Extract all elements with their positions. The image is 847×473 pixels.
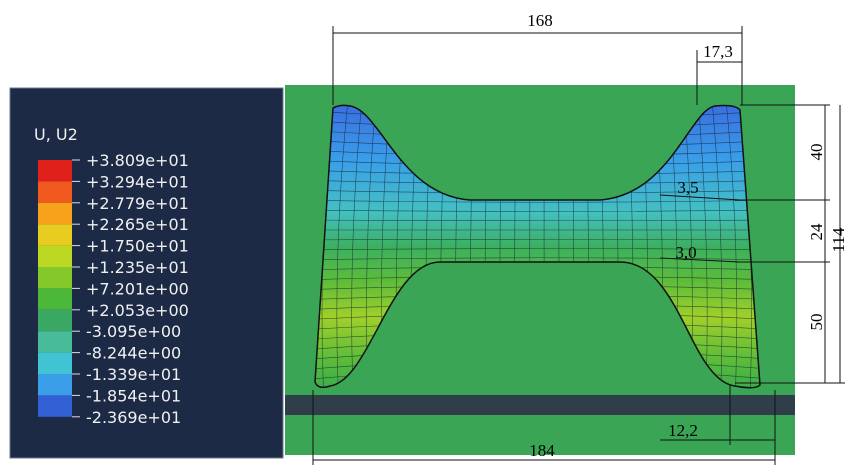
legend-swatch	[38, 374, 72, 395]
legend-label: -2.369e+01	[86, 408, 181, 427]
legend-swatch	[38, 310, 72, 331]
fea-view: U, U2 +3.809e+01 +3.294e+01 +2.779e+01 +2.2…	[0, 0, 847, 468]
dim-label: 17,3	[703, 42, 733, 61]
legend-label: -8.244e+00	[86, 344, 181, 363]
dim-label: 3,5	[677, 178, 698, 197]
legend-label: +7.201e+00	[86, 279, 189, 298]
dim-label: 3,0	[675, 243, 696, 262]
legend-swatch	[38, 203, 72, 224]
legend-swatch	[38, 353, 72, 374]
legend-label: -3.095e+00	[86, 322, 181, 341]
legend-label: +3.809e+01	[86, 151, 189, 170]
legend-label: -1.339e+01	[86, 365, 181, 384]
legend-label: +2.265e+01	[86, 215, 189, 234]
legend-label: +1.235e+01	[86, 258, 189, 277]
legend-swatch	[38, 246, 72, 267]
legend-swatch	[38, 160, 72, 181]
legend-swatch	[38, 288, 72, 309]
dim-label: 40	[807, 144, 826, 161]
legend-swatch	[38, 395, 72, 416]
dim-label: 50	[807, 314, 826, 331]
legend-swatch	[38, 181, 72, 202]
legend-label: +2.053e+00	[86, 301, 189, 320]
dim-label: 114	[829, 227, 847, 252]
page: U, U2 +3.809e+01 +3.294e+01 +2.779e+01 +2.2…	[0, 0, 847, 473]
legend-swatch	[38, 267, 72, 288]
channel	[285, 395, 795, 415]
dim-label: 24	[807, 223, 826, 241]
dim-label: 168	[527, 11, 553, 30]
legend-title: U, U2	[34, 125, 78, 144]
legend-label: -1.854e+01	[86, 386, 181, 405]
legend-swatch	[38, 224, 72, 245]
dim-label: 12,2	[668, 421, 698, 440]
legend-label: +3.294e+01	[86, 172, 189, 191]
legend-swatch	[38, 331, 72, 352]
dim-label: 184	[529, 441, 555, 460]
legend-label: +1.750e+01	[86, 237, 189, 256]
legend-label: +2.779e+01	[86, 194, 189, 213]
